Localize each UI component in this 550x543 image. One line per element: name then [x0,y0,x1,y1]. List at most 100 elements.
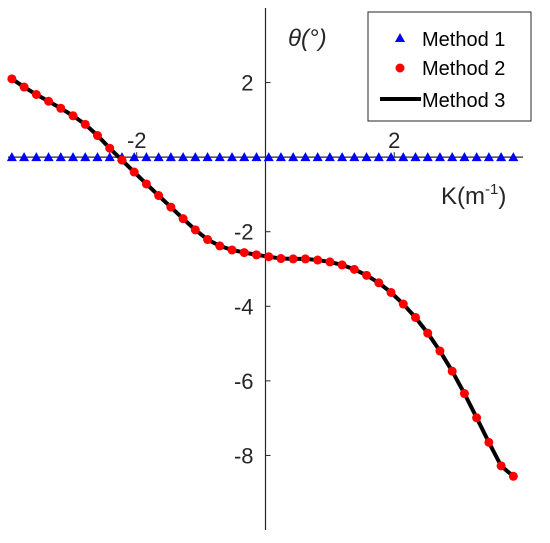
x-axis-title-main: K(m [441,183,485,210]
method-2-point [251,250,261,260]
legend-marker-circle [395,63,405,73]
method-1-point [190,152,201,162]
method-1-point [324,152,335,162]
method-2-point [264,252,274,262]
method-1-point [178,152,189,162]
method-2-point [337,260,347,270]
series-layer [6,74,519,481]
legend-marker-triangle [395,33,405,42]
method-2-point [19,82,29,92]
legend-label-method-2: Method 2 [422,58,505,80]
method-1-point [202,152,213,162]
legend-label-method-1: Method 1 [422,29,505,51]
method-1-point [239,152,250,162]
legend-box [367,11,532,122]
y-tick-label: 2 [241,71,253,96]
method-2-point [398,299,408,309]
y-tick-label: -4 [234,294,254,319]
method-2-point [496,461,506,471]
method-2-point [276,254,286,264]
method-2-point [80,119,90,129]
method-2-point [300,254,310,264]
method-1-point [165,152,176,162]
method-1-point [55,152,66,162]
x-axis-title-superscript: -1 [485,181,498,198]
method-2-point [435,346,445,356]
method-1-point [19,152,30,162]
method-1-point [214,152,225,162]
method-2-point [447,366,457,376]
method-2-point [105,143,115,153]
method-2-point [288,254,298,264]
method-1-point [508,152,519,162]
method-2-point [410,312,420,322]
method-2-point [374,278,384,288]
method-1-point [312,152,323,162]
method-1-point [227,152,238,162]
method-1-point [300,152,311,162]
method-2-point [325,257,335,267]
method-1-point [337,152,348,162]
method-2-point [68,111,78,121]
method-2-point [386,287,396,297]
y-ticks: 2 -2 -4 -6 -8 [234,71,271,468]
x-ticks: -2 2 [127,128,400,158]
method-2-point [166,202,176,212]
method-1-point [422,152,433,162]
x-axis-title: K(m-1) [441,181,506,210]
legend-item-method-1: Method 1 [395,29,505,51]
method-2-point [44,96,54,106]
method-2-point [92,131,102,141]
method-2-point [154,191,164,201]
legend: Method 1 Method 2 Method 3 [367,11,532,122]
method-2-point [215,241,225,251]
method-1-point [251,152,262,162]
method-1-point [275,152,286,162]
y-tick-label: -8 [234,443,254,468]
method-2-point [472,413,482,423]
method-1-point [43,152,54,162]
method-1-point [398,152,409,162]
method-2-point [178,214,188,224]
method-1-point [80,152,91,162]
method-1-point [410,152,421,162]
y-tick-label: -2 [234,220,254,245]
method-2-point [484,437,494,447]
method-2-point [459,389,469,399]
method-2-point [56,103,66,113]
method-1-point [349,152,360,162]
legend-item-method-2: Method 2 [395,58,505,80]
x-tick-label: -2 [127,128,147,153]
method-1-point [373,152,384,162]
x-tick-label: 2 [388,128,400,153]
y-tick-label: -6 [234,369,254,394]
method-1-point [129,152,140,162]
method-1-point [386,152,397,162]
method-1-point [447,152,458,162]
method-2-point [508,471,518,481]
method-2-point [239,248,249,258]
method-1-point [92,152,103,162]
method-1-point [153,152,164,162]
method-1-point [141,152,152,162]
method-2-point [423,328,433,338]
y-axis-title: θ(°) [288,25,327,52]
method-2-point [190,225,200,235]
method-2-point [141,179,151,189]
legend-item-method-3: Method 3 [380,90,505,112]
method-1-point [361,152,372,162]
method-1-point [263,152,274,162]
method-1-point [434,152,445,162]
legend-label-method-3: Method 3 [422,90,505,112]
method-2-point [117,155,127,165]
method-1-point [496,152,507,162]
method-1-point [6,152,17,162]
method-2-point [129,167,139,177]
method-1-point [288,152,299,162]
method-1-point [104,152,115,162]
method-1-point [483,152,494,162]
method-2-point [362,270,372,280]
method-1-point [471,152,482,162]
method-2-point [7,74,17,84]
